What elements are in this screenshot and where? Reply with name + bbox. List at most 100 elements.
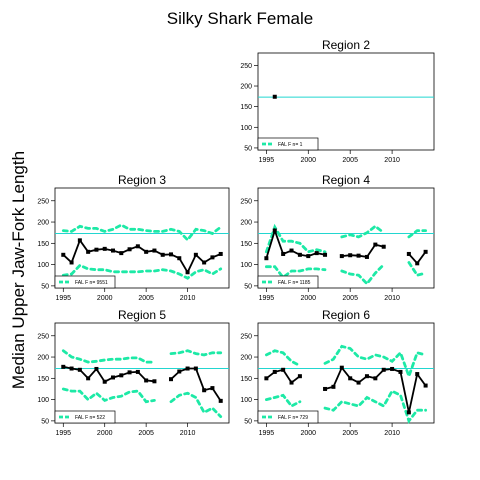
- median-point: [77, 367, 82, 372]
- median-point: [281, 367, 286, 372]
- median-point: [152, 379, 157, 384]
- median-point: [144, 378, 149, 383]
- median-point: [135, 244, 140, 249]
- median-point: [406, 251, 411, 256]
- x-tick-label: 2010: [384, 295, 400, 302]
- median-point: [331, 384, 336, 389]
- x-tick-label: 2005: [138, 430, 154, 437]
- legend-box: [257, 410, 319, 424]
- median-point: [69, 260, 74, 265]
- panel-region-4: Region 4 50 100 150 200 250 1995 2000 2005 2010 FA…: [240, 173, 435, 302]
- median-point: [193, 252, 198, 257]
- median-point: [210, 255, 215, 260]
- median-point: [381, 367, 386, 372]
- plot-frame: [54, 322, 230, 424]
- y-tick-label: 250: [37, 333, 49, 340]
- y-tick-label: 200: [37, 220, 49, 227]
- x-tick-label: 2010: [384, 430, 400, 437]
- median-point: [348, 253, 353, 258]
- median-point: [406, 410, 411, 415]
- median-point: [177, 256, 182, 261]
- x-tick-label: 2010: [384, 157, 400, 164]
- median-point: [86, 376, 91, 381]
- x-tick-label: 1995: [259, 430, 275, 437]
- x-tick-label: 2005: [342, 295, 358, 302]
- y-tick-label: 250: [240, 333, 252, 340]
- median-point: [356, 253, 361, 258]
- median-point: [77, 238, 82, 243]
- chart-title: Silky Shark Female: [167, 9, 313, 28]
- median-point: [373, 376, 378, 381]
- legend-label: FAL F n= 1185: [278, 280, 311, 286]
- panel-region-6: Region 6 50 100 150 200 250 1995 2000 2005 2010 FA…: [240, 308, 435, 437]
- median-point: [111, 248, 115, 253]
- legend-label: FAL F n= 729: [278, 415, 308, 421]
- y-axis-label: Median Upper Jaw-Fork Length: [9, 151, 28, 389]
- panel-title: Region 2: [322, 38, 370, 52]
- median-point: [297, 252, 302, 257]
- median-point: [135, 369, 140, 374]
- median-point: [323, 386, 328, 391]
- median-point: [297, 374, 302, 379]
- y-tick-label: 150: [37, 376, 49, 383]
- panel-region-2: Region 2 50 100 150 200 250 1995 2000 2005 2010 FA…: [240, 38, 435, 164]
- median-point: [69, 366, 74, 371]
- x-tick-label: 2010: [180, 295, 196, 302]
- median-point: [185, 270, 190, 275]
- panel-title: Region 4: [322, 173, 370, 187]
- median-point: [398, 369, 403, 374]
- median-point: [127, 247, 132, 252]
- y-tick-label: 50: [244, 418, 252, 425]
- y-tick-label: 150: [240, 104, 252, 111]
- y-tick-label: 150: [37, 241, 49, 248]
- median-point: [339, 365, 344, 370]
- y-tick-label: 150: [240, 376, 252, 383]
- legend-label: FAL F n= 522: [75, 415, 105, 421]
- panel-title: Region 6: [322, 308, 370, 322]
- median-point: [202, 388, 207, 393]
- median-point: [272, 369, 277, 374]
- median-point: [160, 252, 165, 257]
- upper-bound-series: [265, 344, 427, 381]
- y-tick-label: 50: [244, 145, 252, 152]
- median-point: [423, 383, 428, 388]
- y-tick-label: 100: [37, 397, 49, 404]
- median-point: [218, 251, 223, 256]
- x-tick-label: 2000: [300, 430, 316, 437]
- median-point: [86, 249, 91, 254]
- y-tick-label: 250: [240, 63, 252, 70]
- median-point: [169, 377, 173, 382]
- y-tick-label: 250: [240, 198, 252, 205]
- x-tick-label: 2000: [97, 295, 113, 302]
- plot-frame: [257, 322, 435, 424]
- legend-label: FAL F n= 1: [278, 142, 303, 148]
- x-tick-label: 1995: [259, 295, 275, 302]
- median-point: [272, 94, 277, 99]
- plot-frame: [257, 187, 435, 289]
- median-point: [415, 261, 420, 266]
- median-point: [339, 254, 344, 259]
- median-point: [177, 369, 182, 374]
- median-point: [415, 372, 420, 377]
- panel-title: Region 5: [118, 308, 166, 322]
- median-point: [111, 375, 115, 380]
- y-tick-label: 150: [240, 241, 252, 248]
- median-point: [61, 252, 66, 257]
- y-tick-label: 200: [240, 355, 252, 362]
- y-tick-label: 250: [37, 198, 49, 205]
- median-point: [381, 244, 386, 249]
- y-tick-label: 50: [41, 418, 49, 425]
- median-point: [102, 379, 107, 384]
- median-point: [210, 386, 215, 391]
- median-point: [169, 252, 173, 257]
- x-tick-label: 2000: [300, 295, 316, 302]
- panel-region-3: Region 3 50 100 150 200 250 1995 2000 2005 2010 FA…: [37, 173, 230, 302]
- median-point: [314, 251, 319, 256]
- median-point: [356, 380, 361, 385]
- x-tick-label: 2010: [180, 430, 196, 437]
- median-point: [119, 373, 124, 378]
- lower-bound-series: [61, 263, 223, 280]
- median-point: [373, 242, 378, 247]
- x-tick-label: 1995: [55, 430, 71, 437]
- median-point: [306, 254, 311, 259]
